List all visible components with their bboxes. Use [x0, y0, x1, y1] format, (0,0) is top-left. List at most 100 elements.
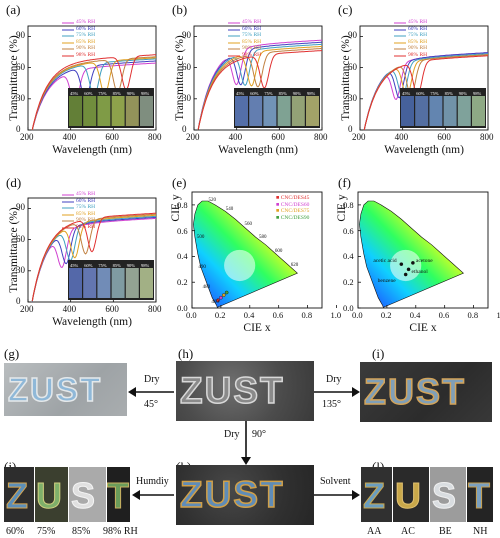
photo-j-4: T: [107, 467, 130, 522]
chart-a-inset: [68, 88, 154, 128]
chart-a-svg: [27, 25, 157, 131]
cie-e-xtick-label-3: 0.6: [272, 310, 284, 320]
arrow-dry-45: [128, 387, 174, 397]
chart-d-inset-swatch-3: [111, 268, 125, 298]
cie-e-wl-1: 540: [225, 206, 234, 212]
legend-b-entry-4: 90% RH: [242, 45, 262, 51]
chart-c-inset-swatch-3: [443, 96, 457, 126]
legend-d-line-2: [62, 207, 74, 209]
chart-b-inset-label-4: 90%: [292, 91, 302, 96]
legend-a-entry-0: 45% RH: [76, 19, 96, 25]
chart-b-inset-label-3: 85%: [278, 91, 287, 96]
chart-d-frame: [27, 197, 157, 303]
legend-d-entry-3: 85% RH: [76, 210, 96, 217]
cie-f-point-0: [399, 262, 404, 266]
chart-c-inset-label-0: 45%: [402, 91, 411, 96]
cie-e-legend-entry-1: ■ CNC/DES60: [276, 201, 310, 208]
cie-f-ytick-label-0: 0.0: [343, 303, 354, 313]
cie-f-xtick-label-0: 0.0: [352, 310, 363, 320]
photo-l-2: U: [393, 467, 429, 522]
legend-d-line-1: [62, 201, 74, 202]
chart-c-ytick-label-1: 30: [348, 92, 357, 103]
chart-d-inset-swatch-5: [140, 268, 153, 298]
chart-d-inset-swatch-1: [83, 268, 97, 298]
cie-e-wl-8: 480: [202, 285, 211, 291]
legend-c-line-4: [394, 48, 406, 50]
chart-a-inset-label-3: 85%: [112, 91, 121, 96]
legend-c-line-0: [394, 22, 406, 24]
chart-b-series-0: [197, 39, 322, 129]
cie-f-point-2: [406, 267, 411, 272]
chart-a-inset-swatch-5: [140, 96, 153, 126]
chart-b-series-4: [197, 48, 322, 130]
cie-e-wl-6: 500: [196, 235, 205, 241]
chart-c-xlabel: Wavelength (nm): [384, 144, 464, 156]
solvent-caption-2: AC: [401, 526, 415, 537]
chart-b-inset-swatch-0: [235, 96, 248, 126]
legend-b-entry-0: 45% RH: [242, 19, 262, 25]
photo-l-1: Z: [361, 467, 392, 522]
legend-b-entry-1: 60% RH: [242, 25, 262, 32]
legend-d-line-4: [62, 220, 74, 222]
chart-b-series-3: [197, 45, 323, 130]
legend-c-line-2: [394, 35, 406, 37]
cie-e-ytick-label-2: 0.4: [177, 251, 188, 262]
chart-b-ytick-label-3: 90: [182, 30, 191, 41]
chart-b-inset-label-2: 75%: [264, 91, 273, 96]
chart-d-ytick-label-0: 0: [16, 296, 21, 306]
legend-a-line-0: [62, 22, 74, 24]
chart-d-inset-swatch-2: [97, 268, 111, 298]
legend-a-entry-2: 75% RH: [76, 32, 96, 38]
chart-d-ytick-label-1: 30: [16, 264, 25, 275]
legend-a-line-4: [62, 48, 74, 50]
chart-b-series-1: [197, 41, 323, 129]
chart-b-svg: [193, 25, 323, 131]
chart-a-inset-label-2: 75%: [98, 91, 107, 96]
cie-f-frame: [357, 191, 489, 309]
panel-label-d: (d): [6, 175, 22, 190]
chart-c-inset-label-1: 60%: [416, 91, 425, 96]
cie-e-xtick-label-4: 0.8: [301, 310, 313, 320]
panel-label-h: (h): [178, 346, 194, 361]
arrow-dry-135-label: Dry: [326, 374, 342, 385]
photo-j-4-text: T: [107, 475, 130, 517]
arrow-dry-45-head: [128, 387, 136, 397]
legend-c-entry-0: 45% RH: [408, 19, 428, 25]
cie-e-frame: [191, 191, 323, 309]
legend-b-line-5: [228, 55, 240, 56]
cie-e-xtick-label-0: 0.0: [186, 310, 197, 320]
chart-b-ytick-label-1: 30: [182, 92, 191, 103]
cie-f-ytick-label-2: 0.4: [343, 251, 354, 262]
chart-a-ytick-label-2: 60: [16, 61, 25, 72]
legend-b-entry-5: 98% RH: [242, 51, 262, 58]
chart-b-inset-swatch-5: [306, 96, 319, 126]
solvent-caption-1: AA: [367, 526, 382, 537]
chart-c-xtick-label-2: 600: [437, 132, 451, 142]
chart-a-xlabel: Wavelength (nm): [52, 144, 132, 156]
chart-a-xtick-label-3: 800: [148, 132, 162, 142]
chart-c-svg: [359, 25, 489, 131]
chart-c-inset-swatch-2: [429, 96, 443, 126]
legend-a-line-5: [62, 55, 74, 56]
chart-a-inset-swatch-0: [69, 96, 82, 126]
chart-b-xtick-label-0: 200: [186, 132, 200, 142]
cie-e-wl-7: 490: [198, 264, 206, 270]
cie-f-whitepoint: [390, 249, 422, 282]
cie-f-point-label-1: acetone: [415, 257, 433, 264]
cie-f-point-label-0: acetic acid: [373, 258, 397, 265]
humidity-caption-2: 75%: [37, 526, 56, 537]
humidity-caption-4: 98% RH: [103, 526, 138, 537]
chart-b-inset-swatch-3: [277, 96, 291, 126]
photo-j-2-text: U: [36, 475, 64, 517]
cie-f-point-label-3: benzene: [377, 278, 396, 285]
cie-e-ytick-label-0: 0.0: [177, 303, 188, 313]
legend-c-line-1: [394, 29, 406, 30]
legend-b-line-1: [228, 29, 240, 30]
legend-c-line-5: [394, 55, 406, 56]
panel-label-f: (f): [338, 175, 351, 190]
chart-a-inset-label-0: 45%: [70, 91, 79, 96]
arrow-dry-45-label: Dry: [144, 374, 160, 385]
cie-f-ytick-label-3: 0.6: [343, 225, 354, 236]
cie-e-xtick-label-2: 0.4: [243, 310, 255, 320]
legend-c-entry-1: 60% RH: [408, 25, 428, 32]
